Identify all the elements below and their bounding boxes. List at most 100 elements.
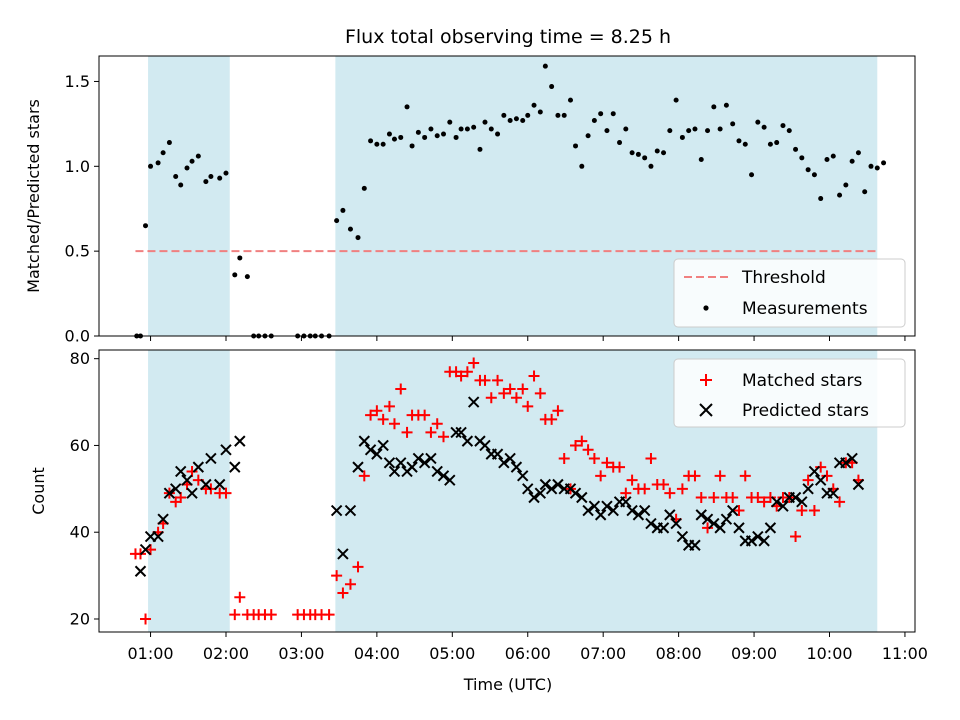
predicted-star-point	[534, 487, 547, 499]
measurement-point	[428, 126, 434, 132]
measurement-point	[686, 128, 692, 134]
predicted-star-point	[733, 522, 745, 534]
measurement-point	[679, 134, 685, 140]
predicted-star-point	[337, 548, 349, 560]
x-tick-label: 07:00	[580, 644, 626, 663]
bottom-marks	[129, 357, 865, 625]
measurement-point	[635, 151, 641, 157]
bottom-legend: Matched stars Predicted stars	[673, 358, 906, 428]
predicted-star-point	[620, 496, 632, 508]
matched-star-point	[645, 452, 657, 464]
measurement-point	[160, 150, 166, 156]
x-tick-label: 03:00	[278, 644, 324, 663]
measurement-point	[661, 150, 667, 156]
measurement-point	[347, 226, 353, 232]
matched-star-point	[576, 435, 588, 447]
measurement-point	[654, 148, 660, 154]
measurement-point	[830, 153, 836, 159]
measurement-point	[477, 146, 483, 152]
matched-star-point	[808, 505, 820, 517]
predicted-star-point	[645, 517, 657, 530]
measurement-point	[874, 165, 880, 171]
matched-star-point	[234, 591, 246, 603]
predicted-star-point	[594, 509, 607, 521]
measurement-point	[591, 117, 597, 123]
predicted-star-point	[229, 461, 241, 473]
matched-star-point	[220, 487, 232, 499]
predicted-star-point	[498, 457, 510, 469]
top-axes-frame	[98, 55, 916, 337]
measurement-point	[195, 153, 201, 159]
matched-star-point	[546, 413, 558, 425]
measurement-point	[749, 172, 755, 178]
measurement-point	[361, 185, 367, 191]
matched-star-point	[498, 387, 510, 399]
matched-star-point	[425, 426, 437, 438]
matched-star-point	[377, 413, 389, 425]
predicted-star-point	[450, 426, 462, 439]
matched-star-point	[517, 383, 529, 395]
matched-star-point	[815, 461, 827, 473]
predicted-star-point	[695, 509, 707, 521]
top-y-axis-label: Matched/Predicted stars	[24, 99, 43, 293]
x-tick-label: 01:00	[127, 644, 173, 663]
legend-threshold-label: Threshold	[741, 268, 826, 288]
measurement-point	[464, 126, 470, 132]
predicted-star-point	[181, 474, 193, 486]
matched-star-point	[626, 474, 638, 486]
measurement-point	[447, 119, 453, 125]
measurement-point	[692, 126, 698, 132]
predicted-star-point	[234, 435, 246, 447]
measurement-point	[549, 84, 555, 90]
measurement-point	[143, 223, 149, 229]
predicted-star-point	[491, 448, 504, 460]
matched-star-point	[595, 470, 607, 482]
measurement-point	[434, 133, 440, 139]
predicted-star-point	[670, 517, 682, 530]
predicted-star-point	[714, 522, 726, 534]
measurement-point	[155, 160, 161, 166]
measurement-point	[173, 173, 179, 179]
matched-star-point	[702, 522, 714, 534]
predicted-star-point	[552, 478, 564, 491]
x-tick-label: 04:00	[354, 644, 400, 663]
predicted-star-point	[412, 452, 425, 465]
predicted-star-point	[437, 470, 450, 482]
predicted-star-point	[720, 513, 733, 525]
measurement-point	[843, 182, 849, 188]
measurement-point	[488, 126, 494, 132]
predicted-star-point	[169, 483, 182, 495]
predicted-star-point	[395, 457, 407, 469]
measurement-point	[374, 141, 380, 147]
predicted-star-point	[467, 396, 480, 408]
matched-star-point	[733, 505, 745, 517]
measurement-point	[189, 158, 195, 164]
matched-star-point	[358, 470, 370, 482]
predicted-star-point	[364, 444, 377, 456]
predicted-star-point	[163, 487, 176, 499]
measurement-point	[409, 143, 415, 149]
measurement-point	[705, 128, 711, 134]
measurement-point	[862, 189, 868, 195]
matched-star-point	[438, 431, 450, 443]
measurement-point	[818, 196, 824, 202]
predicted-star-point	[726, 504, 739, 517]
measurement-point	[881, 160, 887, 166]
measurement-point	[617, 140, 623, 146]
predicted-star-point	[444, 474, 456, 486]
predicted-star-point	[789, 491, 802, 504]
measurement-point	[755, 119, 761, 125]
measurement-point	[355, 235, 361, 241]
measurement-point	[217, 175, 223, 181]
matched-star-point	[140, 613, 152, 625]
measurement-point	[742, 141, 748, 147]
measurement-point	[642, 155, 648, 161]
predicted-star-point	[200, 478, 212, 491]
predicted-star-point	[371, 448, 383, 460]
matched-star-point	[796, 505, 808, 517]
predicted-star-point	[569, 487, 582, 499]
bottom-x-axis: 01:00 02:00 03:00 04:00 05:00 06:00 07:00 08:00…	[127, 632, 928, 663]
measurement-point	[868, 163, 874, 169]
measurement-point	[368, 138, 374, 144]
